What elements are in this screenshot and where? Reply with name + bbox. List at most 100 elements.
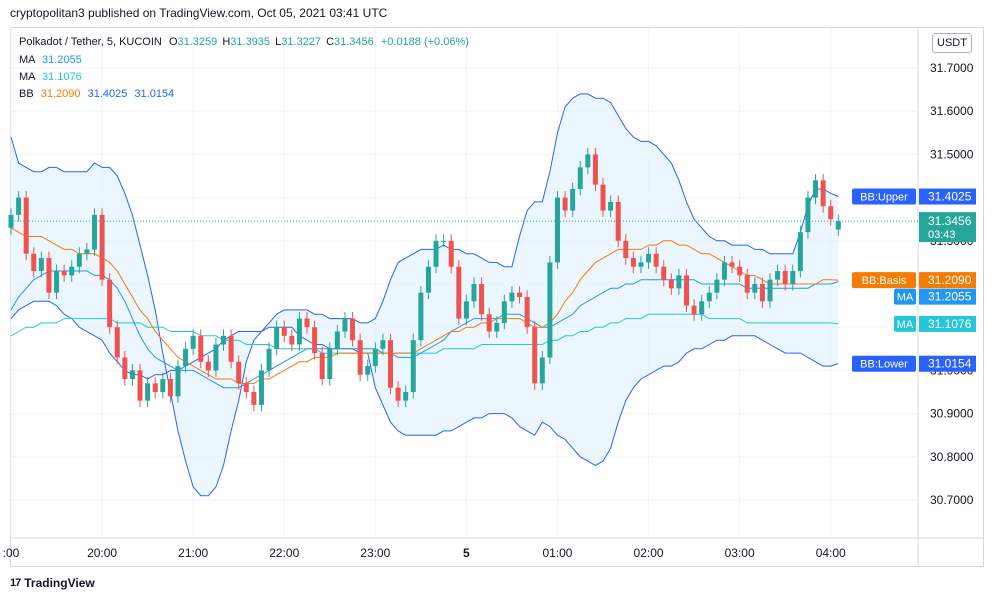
open-label: O bbox=[168, 36, 178, 48]
candle-body bbox=[592, 154, 598, 185]
time-tick-label: 5 bbox=[463, 546, 470, 560]
currency-button[interactable]: USDT bbox=[932, 33, 972, 53]
candle-body bbox=[365, 366, 371, 375]
time-tick-label: 20:00 bbox=[87, 546, 117, 560]
candle-body bbox=[577, 167, 583, 189]
candle-body bbox=[729, 262, 735, 267]
candle-body bbox=[615, 201, 621, 241]
price-label-tag bbox=[894, 288, 916, 305]
candle-body bbox=[706, 292, 712, 302]
candle-body bbox=[327, 348, 333, 380]
price-badge-value: 31.2055 bbox=[928, 290, 972, 304]
price-label-text: BB:Basis bbox=[862, 275, 907, 287]
candle-body bbox=[623, 240, 629, 259]
candle-body bbox=[699, 301, 705, 315]
candle-body bbox=[410, 340, 416, 392]
last-price-value: 31.3456 bbox=[928, 214, 972, 228]
low-label: L bbox=[275, 36, 282, 48]
candle-body bbox=[243, 383, 249, 392]
candle-body bbox=[380, 340, 386, 349]
price-label-tag bbox=[894, 315, 916, 332]
price-label-text: MA bbox=[897, 292, 914, 304]
candle-body bbox=[342, 318, 348, 332]
legend-ma2[interactable]: MA 31.1076 bbox=[19, 71, 82, 83]
candle-body bbox=[16, 197, 22, 215]
legend-bb[interactable]: BB 31.2090 31.4025 31.0154 bbox=[19, 88, 174, 100]
candle-body bbox=[501, 301, 507, 323]
time-tick-label: 22:00 bbox=[269, 546, 299, 560]
candle-body bbox=[167, 379, 173, 397]
candle-body bbox=[775, 271, 781, 280]
price-tick-label: 30.9000 bbox=[930, 407, 974, 421]
price-label-tag bbox=[852, 272, 916, 289]
candle-body bbox=[828, 206, 834, 220]
candle-body bbox=[524, 296, 530, 328]
candle-body bbox=[532, 327, 538, 384]
price-badge bbox=[919, 272, 976, 289]
candle-body bbox=[395, 387, 401, 401]
candle-body bbox=[76, 253, 82, 267]
price-label-text: BB:Upper bbox=[860, 192, 908, 204]
candle-body bbox=[213, 344, 219, 371]
bb-band-fill bbox=[11, 93, 839, 496]
candle-body bbox=[433, 240, 439, 267]
candle-body bbox=[562, 197, 568, 211]
candle-body bbox=[114, 327, 120, 358]
time-tick-label: 21:00 bbox=[178, 546, 208, 560]
candle-body bbox=[304, 318, 310, 328]
candle-body bbox=[676, 275, 682, 289]
candle-body bbox=[31, 253, 37, 272]
candle-body bbox=[805, 197, 811, 233]
publish-caption: cryptopolitan3 published on TradingView.… bbox=[10, 6, 388, 20]
price-tick-label: 30.7000 bbox=[930, 493, 974, 507]
candle-body bbox=[767, 279, 773, 302]
candle-body bbox=[334, 331, 340, 349]
bb-label: BB bbox=[19, 88, 34, 100]
candle-body bbox=[137, 370, 143, 401]
candle-body bbox=[281, 327, 287, 336]
candle-body bbox=[539, 357, 545, 384]
candle-body bbox=[479, 284, 485, 315]
candle-body bbox=[266, 348, 272, 371]
time-tick-label: :00 bbox=[3, 546, 20, 560]
candle-body bbox=[835, 221, 841, 230]
legend-ma1[interactable]: MA 31.2055 bbox=[19, 54, 82, 66]
candle-body bbox=[99, 214, 105, 280]
candle-body bbox=[122, 357, 128, 380]
candle-body bbox=[175, 366, 181, 397]
price-badge-value: 31.0154 bbox=[928, 357, 972, 371]
candle-body bbox=[61, 271, 67, 276]
candle-body bbox=[737, 266, 743, 276]
candle-body bbox=[585, 154, 591, 168]
price-tick-label: 31.5000 bbox=[930, 147, 974, 161]
candle-body bbox=[289, 335, 295, 345]
bb-basis-line bbox=[10, 227, 839, 384]
candle-body bbox=[463, 301, 469, 319]
candle-body bbox=[198, 335, 204, 362]
candle-body bbox=[486, 314, 492, 332]
candle-body bbox=[820, 180, 826, 207]
candle-body bbox=[471, 284, 477, 302]
price-badge bbox=[919, 315, 976, 332]
time-tick-label: 23:00 bbox=[360, 546, 390, 560]
candle-body bbox=[372, 348, 378, 367]
candle-body bbox=[691, 305, 697, 315]
footer: 17 TradingView bbox=[10, 576, 95, 590]
price-badge bbox=[919, 288, 976, 305]
candle-body bbox=[547, 262, 553, 358]
candle-body bbox=[152, 383, 158, 392]
high-label: H bbox=[222, 36, 231, 48]
candle-body bbox=[160, 379, 166, 392]
candle-body bbox=[312, 327, 318, 354]
candle-body bbox=[350, 318, 356, 341]
price-label-tag bbox=[852, 355, 916, 372]
candle-body bbox=[790, 271, 796, 284]
last-price-countdown: 03:43 bbox=[928, 229, 956, 241]
candle-body bbox=[69, 266, 75, 276]
close-value: 31.3456 bbox=[334, 36, 374, 48]
candle-body bbox=[646, 253, 652, 263]
candle-body bbox=[759, 284, 765, 302]
candle-body bbox=[638, 262, 644, 267]
close-label: C bbox=[326, 36, 335, 48]
